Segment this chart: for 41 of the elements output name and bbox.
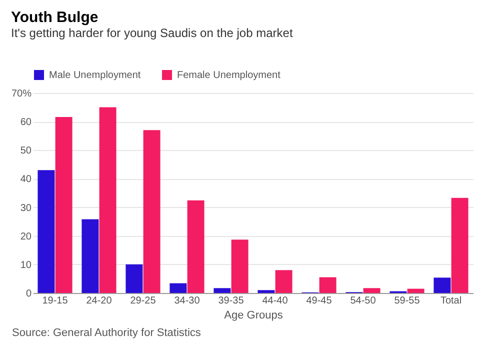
x-axis-title: Age Groups — [224, 310, 284, 322]
bar — [170, 283, 187, 293]
x-tick-label: Total — [440, 296, 462, 306]
x-tick-label: 59-55 — [394, 296, 420, 306]
bar — [258, 290, 275, 293]
y-tick-label: 70% — [11, 88, 32, 100]
y-tick-label: 50 — [20, 146, 32, 157]
x-tick-label: 34-30 — [174, 296, 200, 306]
bar — [275, 270, 292, 293]
bar — [407, 288, 424, 293]
y-tick-label: 60 — [20, 117, 32, 128]
y-tick-label: 40 — [20, 174, 32, 186]
bar — [319, 277, 336, 293]
bar — [99, 107, 116, 293]
bar — [55, 117, 72, 293]
x-tick-label: 29-25 — [130, 296, 156, 306]
chart-title: Youth Bulge — [10, 9, 98, 26]
bar — [451, 198, 468, 293]
bar — [214, 288, 231, 293]
bar — [143, 130, 160, 293]
bar — [187, 200, 204, 293]
bar — [82, 219, 99, 293]
legend-label: Female Unemployment — [177, 70, 281, 81]
x-tick-label: 49-45 — [306, 296, 332, 306]
source-note: Source: General Authority for Statistics — [12, 327, 202, 339]
x-tick-label: 54-50 — [350, 296, 376, 306]
bar — [126, 264, 143, 293]
x-tick-label: 24-20 — [86, 296, 112, 306]
x-tick-label: 19-15 — [42, 296, 68, 306]
y-tick-label: 30 — [20, 202, 32, 214]
bar — [231, 240, 248, 293]
x-tick-label: 44-40 — [262, 296, 288, 306]
bar — [363, 288, 380, 293]
bar — [38, 170, 55, 293]
x-tick-label: 39-35 — [218, 296, 244, 306]
y-tick-label: 0 — [26, 288, 32, 300]
legend-label: Male Unemployment — [49, 70, 141, 81]
bar — [434, 278, 451, 293]
chart-subtitle: It's getting harder for young Saudis on the job market — [10, 26, 294, 40]
y-tick-label: 20 — [20, 231, 32, 242]
y-tick-label: 10 — [20, 260, 32, 271]
